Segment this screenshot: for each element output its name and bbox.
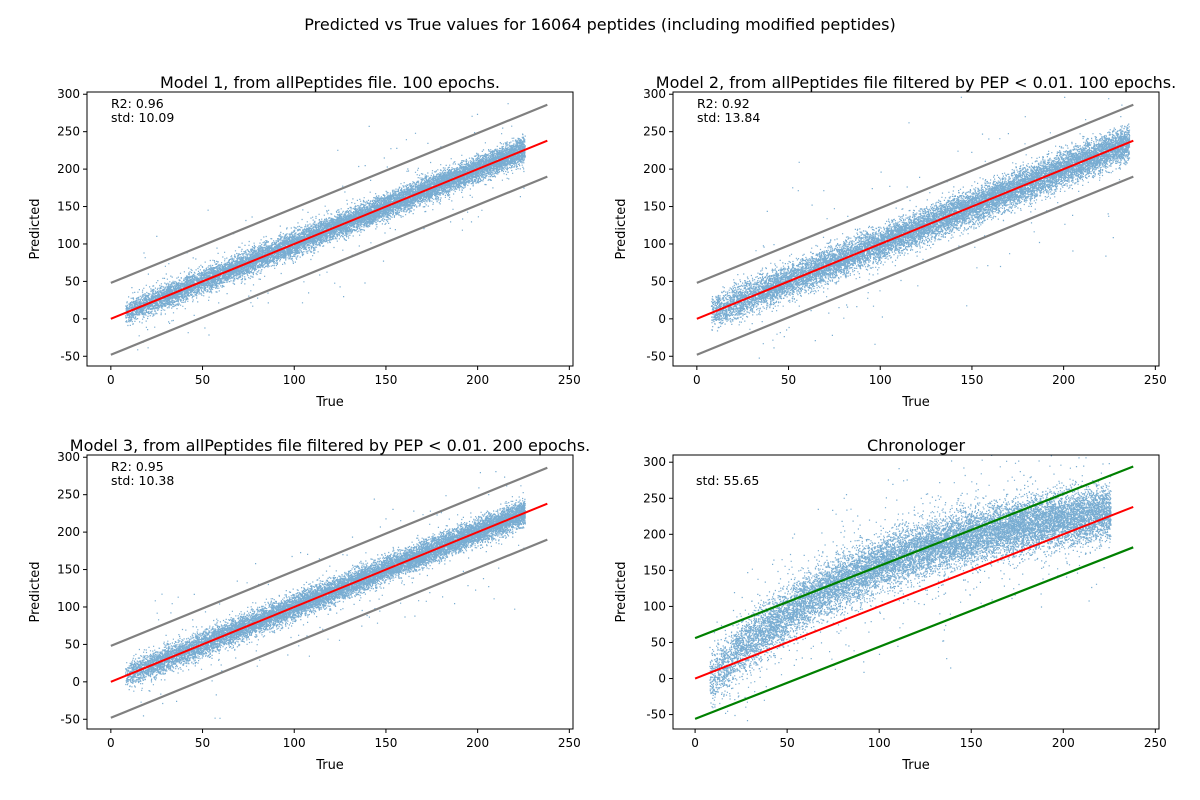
x-tick-label: 150 — [374, 736, 397, 750]
y-tick-label: 0 — [658, 672, 666, 686]
stats-annotation: R2: 0.95 — [111, 459, 164, 474]
upper-bound-line — [695, 467, 1133, 639]
y-tick-label: 200 — [643, 162, 666, 176]
x-tick-label: 50 — [195, 373, 210, 387]
y-tick-label: 300 — [643, 455, 666, 469]
x-tick-label: 250 — [1144, 373, 1167, 387]
x-tick-label: 50 — [781, 373, 796, 387]
scatter-points — [125, 74, 526, 351]
identity-line — [111, 504, 547, 682]
y-tick-label: 50 — [651, 635, 666, 649]
subplot-1: Model 1, from allPeptides file. 100 epoc… — [28, 73, 581, 410]
x-tick-label: 100 — [868, 736, 891, 750]
x-tick-label: 250 — [1144, 736, 1167, 750]
y-tick-label: 150 — [643, 563, 666, 577]
y-tick-label: -50 — [60, 712, 80, 726]
x-tick-label: 250 — [558, 373, 581, 387]
stats-annotation: std: 10.38 — [111, 473, 174, 488]
y-axis-label: Predicted — [28, 561, 43, 622]
subplot-3: Model 3, from allPeptides file filtered … — [28, 436, 590, 773]
y-tick-label: 100 — [643, 599, 666, 613]
y-tick-label: 300 — [57, 450, 80, 464]
x-axis-label: True — [901, 395, 930, 410]
x-tick-label: 200 — [1052, 736, 1075, 750]
x-axis-label: True — [901, 758, 930, 773]
x-axis-label: True — [315, 758, 344, 773]
x-tick-label: 200 — [466, 736, 489, 750]
y-tick-label: 200 — [57, 162, 80, 176]
y-tick-label: 100 — [643, 237, 666, 251]
x-axis-label: True — [315, 395, 344, 410]
y-tick-label: -50 — [646, 349, 666, 363]
y-tick-label: 250 — [57, 488, 80, 502]
stats-annotation: std: 55.65 — [696, 473, 759, 488]
subplot-4: Chronologer True Predicted 0 50 100 150 200 2… — [614, 429, 1167, 773]
y-tick-label: 50 — [65, 274, 80, 288]
y-tick-label: 0 — [72, 675, 80, 689]
x-tick-label: 100 — [283, 736, 306, 750]
y-tick-label: -50 — [60, 349, 80, 363]
figure-title: Predicted vs True values for 16064 pepti… — [304, 15, 895, 34]
subplot-title: Model 2, from allPeptides file filtered … — [656, 73, 1176, 92]
x-tick-label: 0 — [691, 736, 699, 750]
y-axis-label: Predicted — [614, 561, 629, 622]
identity-line — [697, 141, 1133, 319]
y-tick-label: 150 — [57, 200, 80, 214]
y-tick-label: 250 — [643, 491, 666, 505]
y-tick-label: 50 — [651, 274, 666, 288]
subplot-title: Model 3, from allPeptides file filtered … — [70, 436, 590, 455]
y-tick-label: 200 — [57, 525, 80, 539]
x-tick-label: 150 — [960, 373, 983, 387]
y-tick-label: 100 — [57, 600, 80, 614]
stats-annotation: R2: 0.96 — [111, 96, 164, 111]
x-tick-label: 0 — [107, 736, 115, 750]
stats-annotation: std: 13.84 — [697, 110, 760, 125]
stats-annotation: std: 10.09 — [111, 110, 174, 125]
upper-bound-line — [111, 468, 547, 646]
lower-bound-line — [697, 177, 1133, 355]
x-tick-label: 100 — [283, 373, 306, 387]
x-tick-label: 200 — [466, 373, 489, 387]
lower-bound-line — [111, 177, 547, 355]
y-tick-label: 0 — [72, 312, 80, 326]
y-axis-label: Predicted — [614, 198, 629, 259]
upper-bound-line — [111, 105, 547, 283]
scatter-points — [709, 429, 1111, 749]
y-tick-label: 300 — [643, 87, 666, 101]
y-tick-label: 50 — [65, 637, 80, 651]
x-tick-label: 0 — [693, 373, 701, 387]
x-tick-label: 100 — [869, 373, 892, 387]
x-tick-label: 200 — [1052, 373, 1075, 387]
y-tick-label: 300 — [57, 87, 80, 101]
subplot-title: Chronologer — [867, 436, 965, 455]
identity-line — [111, 141, 547, 319]
x-tick-label: 150 — [374, 373, 397, 387]
subplot-title: Model 1, from allPeptides file. 100 epoc… — [160, 73, 500, 92]
y-tick-label: 150 — [57, 563, 80, 577]
y-tick-label: 250 — [57, 125, 80, 139]
y-tick-label: 0 — [658, 312, 666, 326]
y-tick-label: 200 — [643, 527, 666, 541]
upper-bound-line — [697, 105, 1133, 283]
lower-bound-line — [111, 540, 547, 718]
y-tick-label: 100 — [57, 237, 80, 251]
y-tick-label: -50 — [646, 708, 666, 722]
y-axis-label: Predicted — [28, 198, 43, 259]
x-tick-label: 50 — [195, 736, 210, 750]
x-tick-label: 150 — [960, 736, 983, 750]
identity-line — [695, 507, 1133, 679]
subplot-2: Model 2, from allPeptides file filtered … — [614, 49, 1176, 435]
y-tick-label: 150 — [643, 200, 666, 214]
x-tick-label: 250 — [558, 736, 581, 750]
x-tick-label: 0 — [107, 373, 115, 387]
scatter-points — [125, 440, 526, 719]
stats-annotation: R2: 0.92 — [697, 96, 750, 111]
x-tick-label: 50 — [779, 736, 794, 750]
y-tick-label: 250 — [643, 125, 666, 139]
